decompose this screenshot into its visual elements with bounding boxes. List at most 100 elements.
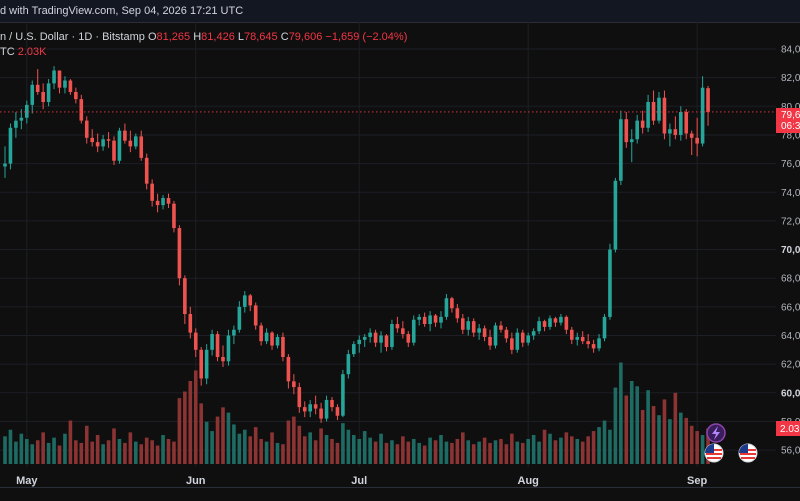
candle (657, 91, 661, 124)
candle (188, 306, 193, 339)
x-tick-label: Jun (186, 475, 206, 487)
candle (417, 314, 421, 326)
volume-bar (253, 427, 258, 464)
candle-body (700, 87, 705, 144)
volume-bar (112, 428, 116, 464)
volume-bar (210, 431, 214, 464)
volume-bar (373, 441, 378, 464)
candle (537, 316, 541, 335)
candle (346, 349, 351, 379)
candle (270, 331, 274, 350)
volume-bar (166, 438, 171, 464)
candle-body (635, 120, 639, 140)
volume-bar (313, 440, 318, 464)
us-flag-icon[interactable] (738, 443, 758, 463)
volume-label: TC (0, 46, 15, 58)
volume-bar (629, 380, 634, 464)
volume-bar (591, 431, 596, 464)
candle (210, 329, 214, 356)
volume-bar (548, 433, 552, 464)
candle-body (57, 70, 62, 88)
volume-bar (488, 442, 492, 464)
volume-bar (689, 425, 694, 464)
candle (286, 354, 291, 389)
volume-bar (422, 445, 427, 464)
volume-bar (139, 444, 144, 464)
candle-body (640, 120, 645, 128)
lightning-event-icon[interactable] (706, 423, 726, 443)
candle-body (128, 140, 133, 147)
candle-body (613, 180, 618, 250)
candle-body (679, 112, 683, 135)
candle-body (646, 102, 650, 128)
candle-body (292, 381, 296, 388)
candle (281, 332, 285, 362)
volume-bar (537, 441, 541, 464)
volume-bar (482, 437, 487, 464)
candle-body (63, 80, 67, 88)
candle-body (570, 329, 574, 340)
volume-bar (395, 444, 400, 464)
candle (128, 130, 133, 153)
candle (183, 275, 187, 325)
candle-body (14, 120, 18, 128)
price-tag-value: 79,6 (781, 110, 800, 121)
us-flag-icon[interactable] (704, 443, 724, 463)
volume-bar (215, 416, 220, 464)
volume-bar (657, 415, 661, 464)
time-axis[interactable]: May Jun Jul Aug Sep (16, 475, 707, 487)
candle (232, 325, 236, 345)
candle (204, 344, 209, 385)
candle (144, 153, 149, 190)
candle-body (401, 328, 405, 335)
volume-bar (455, 438, 460, 464)
candle (668, 123, 672, 147)
volume-bar (461, 432, 465, 464)
candle (14, 112, 18, 138)
candle-body (608, 249, 612, 317)
high-value: 81,426 (201, 31, 235, 43)
volume-bar (662, 399, 667, 464)
volume-bar (281, 444, 285, 464)
candle-body (504, 329, 509, 339)
attribution-text: d with TradingView.com, Sep 04, 2026 17:… (0, 5, 244, 17)
candle (679, 106, 683, 141)
candle (313, 395, 318, 415)
volume-bar (586, 436, 590, 464)
candle (237, 301, 242, 333)
price-chart[interactable]: 56,058,060,062,064,066,068,070,072,074,0… (0, 22, 800, 487)
candle (112, 136, 116, 166)
candle (352, 341, 356, 357)
volume-bar (172, 441, 176, 464)
volume-bar (531, 435, 536, 464)
candle-body (253, 305, 258, 326)
volume-bar (635, 386, 639, 464)
candle (662, 90, 667, 140)
candle (651, 90, 656, 125)
volume-bar (330, 438, 334, 464)
volume-bar (668, 419, 672, 464)
candle (482, 325, 487, 342)
candle-body (106, 139, 111, 141)
symbol-name[interactable]: n / U.S. Dollar · 1D · Bitstamp (0, 31, 145, 43)
candle (640, 110, 645, 134)
candle-body (466, 321, 471, 330)
volume-bar (302, 436, 307, 464)
candle (700, 76, 705, 147)
candle (35, 69, 40, 95)
candle (79, 94, 84, 124)
volume-bar (357, 438, 362, 464)
volume-bar (264, 441, 269, 464)
price-axis[interactable]: 56,058,060,062,064,066,068,070,072,074,0… (781, 45, 800, 457)
volume-bar (390, 440, 394, 464)
volume-bar (134, 441, 138, 464)
candle (384, 334, 389, 352)
candle (466, 316, 471, 336)
volume-bar (248, 436, 253, 464)
volume-bar (199, 403, 203, 464)
candle-body (422, 316, 427, 325)
candle-body (526, 335, 530, 343)
candle (559, 314, 563, 326)
candle-body (357, 339, 362, 345)
candle (139, 130, 144, 161)
